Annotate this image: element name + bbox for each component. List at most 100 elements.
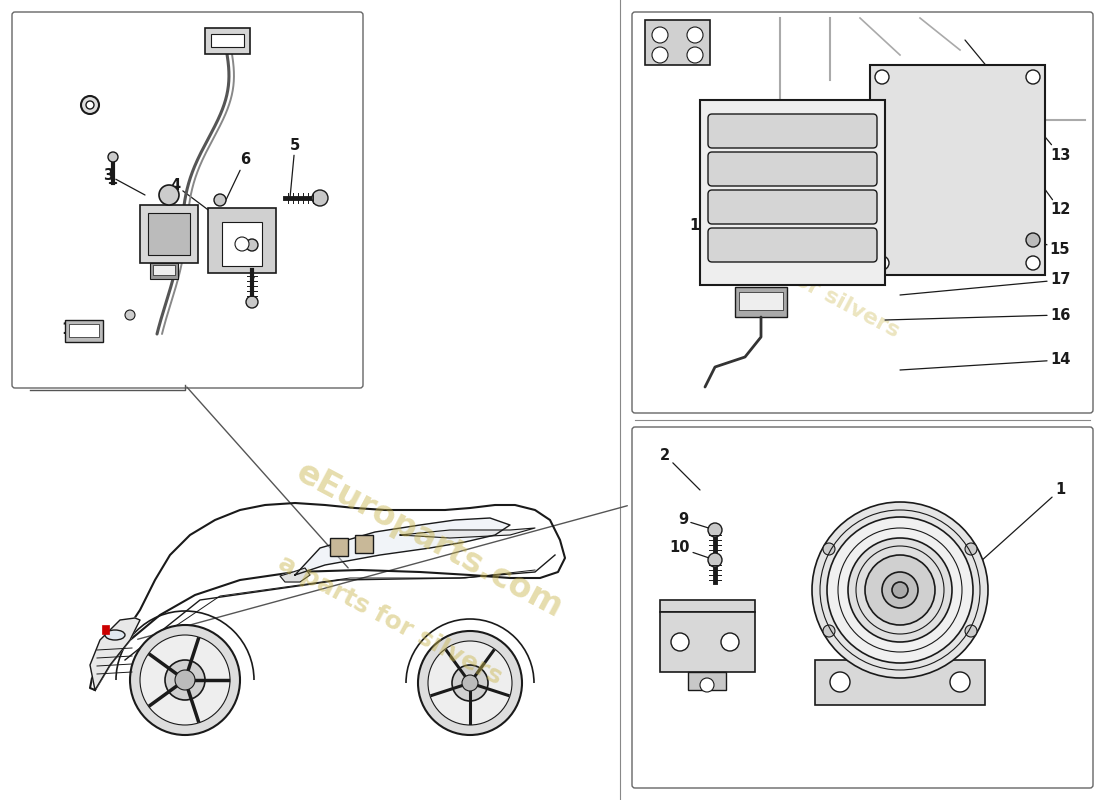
Bar [102,625,109,634]
Circle shape [688,27,703,43]
Text: 1: 1 [960,482,1065,580]
Bar [688,672,726,690]
Circle shape [81,96,99,114]
Text: 15: 15 [690,150,725,233]
Circle shape [246,239,258,251]
Circle shape [823,543,835,555]
Circle shape [1026,233,1039,247]
Circle shape [688,47,703,63]
Bar [660,612,755,672]
Circle shape [700,678,714,692]
Text: 6: 6 [226,153,250,202]
Text: 16: 16 [886,307,1070,322]
Circle shape [175,670,195,690]
Circle shape [965,543,977,555]
Bar [700,100,886,285]
Text: 10: 10 [670,541,715,560]
Bar [660,600,755,612]
Text: a parts for silvers: a parts for silvers [697,219,903,341]
Circle shape [950,672,970,692]
Bar [65,320,103,342]
Text: 14: 14 [900,353,1070,370]
FancyBboxPatch shape [708,190,877,224]
Circle shape [160,185,179,205]
Circle shape [462,675,478,691]
Text: 8: 8 [248,233,258,247]
Circle shape [428,641,512,725]
Ellipse shape [104,630,125,640]
Text: 13: 13 [965,40,1070,162]
Circle shape [235,237,249,251]
Circle shape [652,47,668,63]
Bar [355,535,373,553]
Circle shape [246,296,258,308]
Text: 15: 15 [960,210,1070,258]
Text: 7: 7 [252,261,267,280]
FancyBboxPatch shape [632,427,1093,788]
Polygon shape [295,518,510,575]
Circle shape [312,190,328,206]
Circle shape [140,635,230,725]
Circle shape [874,70,889,84]
Circle shape [865,555,935,625]
Circle shape [418,631,522,735]
Circle shape [652,27,668,43]
Circle shape [720,633,739,651]
Text: 2: 2 [660,447,700,490]
Bar [205,28,250,54]
Text: 17: 17 [900,273,1070,295]
Polygon shape [400,528,535,538]
Circle shape [708,553,722,567]
Bar [150,263,178,279]
Bar [735,287,786,317]
FancyBboxPatch shape [708,152,877,186]
Circle shape [708,523,722,537]
Bar [148,213,190,255]
Circle shape [452,665,488,701]
Bar [208,208,276,273]
Bar [870,65,1045,275]
Text: 3: 3 [103,167,145,195]
Bar [140,205,198,263]
Circle shape [165,660,205,700]
Circle shape [1026,256,1039,270]
Bar [890,635,910,665]
Text: eEuroparts.com: eEuroparts.com [292,456,569,624]
Circle shape [823,625,835,637]
Bar [211,34,244,47]
Circle shape [671,633,689,651]
FancyBboxPatch shape [708,114,877,148]
Text: eEuroparts.com: eEuroparts.com [693,123,947,277]
Bar [739,292,783,310]
Text: a parts for silvers: a parts for silvers [274,550,506,690]
Circle shape [214,194,225,206]
Circle shape [827,517,974,663]
Circle shape [812,502,988,678]
Circle shape [86,101,94,109]
Bar [815,660,984,705]
Bar [69,324,99,337]
Circle shape [108,152,118,162]
Circle shape [882,572,918,608]
FancyBboxPatch shape [632,12,1093,413]
Circle shape [874,256,889,270]
Polygon shape [280,568,310,582]
Text: 9: 9 [678,513,715,530]
Polygon shape [90,503,565,690]
Circle shape [892,582,907,598]
Circle shape [830,672,850,692]
Text: 12: 12 [980,100,1070,218]
Polygon shape [90,618,140,690]
Circle shape [130,625,240,735]
Bar [222,222,262,266]
Circle shape [965,625,977,637]
Bar [330,538,348,556]
Text: 5: 5 [290,138,300,198]
Circle shape [1026,70,1039,84]
Bar [645,20,710,65]
Circle shape [125,310,135,320]
FancyBboxPatch shape [12,12,363,388]
Bar [153,265,175,275]
Circle shape [848,538,952,642]
Text: 11: 11 [62,322,90,338]
